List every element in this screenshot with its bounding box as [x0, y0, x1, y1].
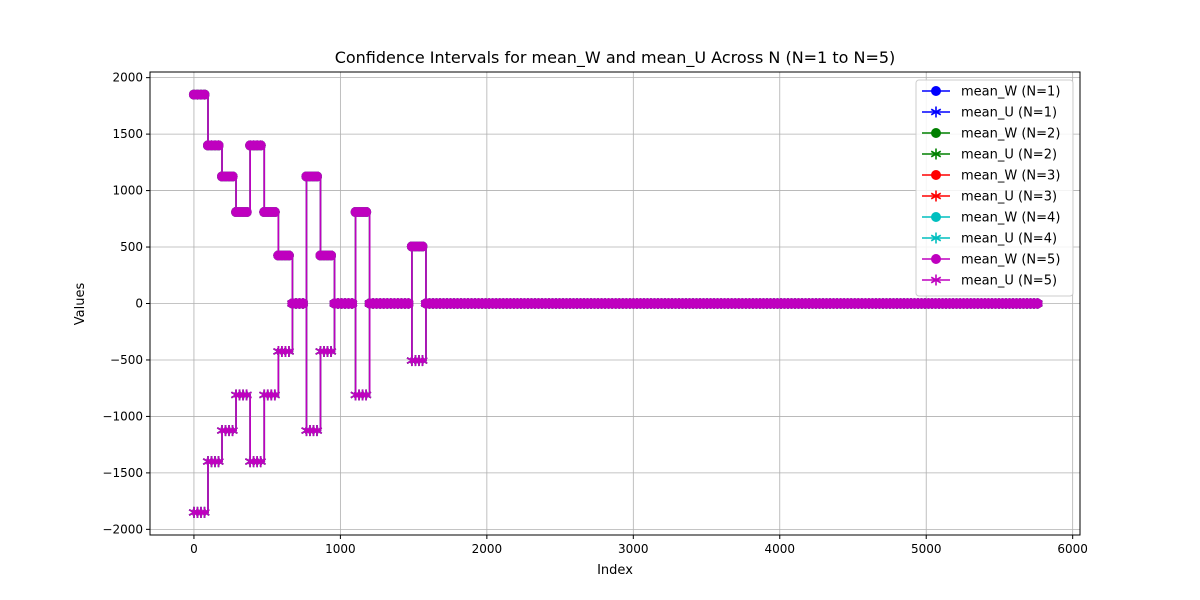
y-tick-label: 1000 [112, 184, 143, 198]
data-point [213, 140, 224, 151]
legend-box [915, 79, 1074, 297]
legend-label: mean_W (N=5) [961, 253, 1060, 268]
y-tick-label: −1000 [102, 409, 143, 423]
legend-marker [931, 170, 941, 180]
x-tick-label: 4000 [764, 542, 795, 556]
legend-item: mean_U (N=4) [922, 232, 1057, 247]
legend-item: mean_U (N=1) [922, 106, 1057, 121]
x-tick-label: 1000 [325, 542, 356, 556]
legend-label: mean_U (N=1) [961, 106, 1057, 121]
legend-item: mean_W (N=3) [922, 169, 1060, 184]
chart-title: Confidence Intervals for mean_W and mean… [335, 48, 896, 68]
data-point [199, 89, 210, 100]
y-axis-label: Values [73, 283, 88, 326]
x-tick-label: 2000 [472, 542, 503, 556]
y-tick-label: −1500 [102, 466, 143, 480]
data-point [269, 389, 280, 401]
data-point [311, 171, 322, 182]
legend-label: mean_W (N=2) [961, 127, 1060, 142]
y-tick-label: 500 [120, 240, 143, 254]
legend-label: mean_W (N=1) [961, 85, 1060, 100]
legend-item: mean_W (N=2) [922, 127, 1060, 142]
data-point [255, 456, 266, 468]
x-axis-label: Index [597, 563, 633, 578]
data-point [403, 298, 414, 309]
data-point [297, 298, 309, 309]
legend-item: mean_W (N=4) [922, 211, 1060, 226]
data-point [283, 250, 294, 261]
legend-marker [930, 148, 942, 160]
y-tick-label: −2000 [102, 522, 143, 536]
data-point [361, 389, 372, 401]
data-point [227, 171, 238, 182]
legend-item: mean_W (N=5) [922, 253, 1060, 268]
y-tick-label: −500 [110, 353, 143, 367]
data-point [326, 250, 337, 261]
data-point [241, 207, 252, 218]
legend-label: mean_U (N=5) [961, 274, 1057, 289]
data-point [417, 355, 428, 367]
legend-marker [930, 232, 942, 244]
legend-item: mean_U (N=3) [922, 190, 1057, 205]
legend-item: mean_U (N=5) [922, 274, 1057, 289]
x-tick-label: 3000 [618, 542, 649, 556]
y-tick-label: 0 [135, 297, 143, 311]
data-point [346, 298, 358, 309]
x-tick-label: 5000 [911, 542, 942, 556]
legend-item: mean_W (N=1) [922, 85, 1060, 100]
data-point [361, 207, 372, 218]
legend-item: mean_U (N=2) [922, 148, 1057, 163]
legend-marker [931, 128, 941, 138]
data-point [241, 389, 252, 401]
x-tick-label: 0 [190, 542, 198, 556]
data-point [269, 207, 280, 218]
legend-marker [930, 106, 942, 118]
data-point [325, 345, 337, 357]
data-point [1032, 298, 1043, 309]
data-point [227, 425, 238, 437]
legend: mean_W (N=1) mean_U (N=1) mean_W (N=2) mean… [915, 79, 1074, 297]
data-point [213, 456, 224, 468]
legend-marker [930, 274, 942, 286]
data-point [311, 425, 323, 437]
legend-marker [930, 190, 942, 202]
data-point [283, 345, 295, 357]
legend-label: mean_W (N=4) [961, 211, 1060, 226]
x-tick-label: 6000 [1057, 542, 1088, 556]
plot-area: 0 1000 2000 3000 4000 5000 6000−2000−1500−1000… [102, 71, 1088, 556]
y-tick-label: 2000 [112, 71, 143, 85]
legend-marker [931, 212, 941, 222]
legend-label: mean_U (N=4) [961, 232, 1057, 247]
legend-label: mean_U (N=2) [961, 148, 1057, 163]
y-tick-label: 1500 [112, 127, 143, 141]
data-point [199, 506, 210, 518]
legend-marker [931, 254, 941, 264]
legend-label: mean_W (N=3) [961, 169, 1060, 184]
data-point [255, 140, 266, 151]
data-point [417, 241, 428, 252]
series-mean-u-n-5- [188, 298, 1043, 518]
legend-marker [931, 86, 941, 96]
legend-label: mean_U (N=3) [961, 190, 1057, 205]
